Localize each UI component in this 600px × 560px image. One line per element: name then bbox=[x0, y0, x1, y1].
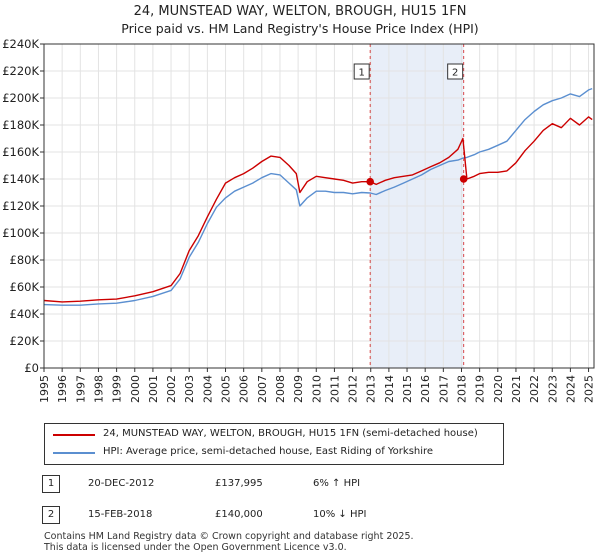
x-tick-label: 2012 bbox=[347, 375, 360, 403]
x-tick-label: 2022 bbox=[528, 375, 541, 403]
x-tick-label: 2024 bbox=[564, 375, 577, 403]
x-tick-label: 2006 bbox=[238, 375, 251, 403]
x-tick-label: 1997 bbox=[74, 375, 87, 403]
transaction-number: 2 bbox=[42, 506, 60, 524]
transaction-hpi-change: 10% ↓ HPI bbox=[313, 509, 367, 520]
x-tick-label: 2019 bbox=[474, 375, 487, 403]
price-chart: 1995 1996 1997 1998 1999 2000 2001 2002 2003 2004… bbox=[2, 37, 596, 403]
x-tick-label: 2010 bbox=[310, 375, 323, 403]
x-tick-label: 2014 bbox=[383, 375, 396, 403]
x-tick-label: 1996 bbox=[56, 375, 69, 403]
x-tick-label: 2023 bbox=[546, 375, 559, 403]
footer: Contains HM Land Registry data © Crown c… bbox=[44, 531, 414, 553]
annotation-box bbox=[447, 63, 464, 80]
legend: 24, MUNSTEAD WAY, WELTON, BROUGH, HU15 1… bbox=[44, 423, 504, 465]
transaction-date: 15-FEB-2018 bbox=[88, 509, 153, 520]
legend-item-property: 24, MUNSTEAD WAY, WELTON, BROUGH, HU15 1… bbox=[45, 426, 503, 444]
y-tick-label: £40K bbox=[10, 307, 40, 321]
y-tick-label: £220K bbox=[2, 64, 39, 78]
series-line-property bbox=[43, 116, 593, 303]
plot-frame bbox=[43, 43, 595, 369]
y-tick-label: £120K bbox=[2, 199, 39, 213]
footer-line-copyright: Contains HM Land Registry data © Crown c… bbox=[44, 531, 414, 542]
x-tick-label: 2005 bbox=[220, 375, 233, 403]
annotation-label: 2 bbox=[452, 68, 458, 79]
transaction-row: 2 15-FEB-2018 £140,000 10% ↓ HPI bbox=[20, 506, 580, 526]
y-tick-label: £0 bbox=[24, 361, 39, 375]
x-tick-label: 2001 bbox=[147, 375, 160, 403]
y-tick-label: £200K bbox=[2, 91, 39, 105]
y-tick-label: £160K bbox=[2, 145, 39, 159]
y-tick-label: £60K bbox=[10, 280, 40, 294]
annotation-box bbox=[353, 63, 370, 80]
y-tick-label: £100K bbox=[2, 226, 39, 240]
legend-label-property: 24, MUNSTEAD WAY, WELTON, BROUGH, HU15 1… bbox=[103, 428, 478, 439]
x-tick-label: 2003 bbox=[183, 375, 196, 403]
chart-title: 24, MUNSTEAD WAY, WELTON, BROUGH, HU15 1… bbox=[133, 4, 467, 19]
x-tick-label: 1995 bbox=[38, 375, 51, 403]
x-tick-label: 2008 bbox=[274, 375, 287, 403]
x-tick-label: 2020 bbox=[492, 375, 505, 403]
x-tick-label: 2007 bbox=[256, 375, 269, 403]
transaction-date: 20-DEC-2012 bbox=[88, 478, 155, 489]
x-tick-label: 2004 bbox=[201, 375, 214, 403]
x-tick-label: 2025 bbox=[583, 375, 596, 403]
x-tick-label: 2015 bbox=[401, 375, 414, 403]
legend-swatch-hpi bbox=[53, 452, 95, 454]
y-tick-label: £80K bbox=[10, 253, 40, 267]
y-tick-label: £140K bbox=[2, 172, 39, 186]
sale-point bbox=[459, 175, 468, 183]
chart-subtitle: Price paid vs. HM Land Registry's House … bbox=[121, 21, 479, 36]
transaction-row: 1 20-DEC-2012 £137,995 6% ↑ HPI bbox=[20, 475, 580, 495]
annotation-label: 1 bbox=[359, 68, 365, 79]
transaction-number: 1 bbox=[42, 475, 60, 493]
x-tick-label: 1999 bbox=[111, 375, 124, 403]
y-tick-label: £240K bbox=[2, 37, 39, 51]
x-tick-label: 2018 bbox=[455, 375, 468, 403]
y-tick-label: £20K bbox=[10, 334, 40, 348]
sale-point bbox=[366, 177, 374, 186]
series-line-hpi bbox=[43, 87, 593, 306]
transaction-hpi-change: 6% ↑ HPI bbox=[313, 478, 361, 489]
transaction-price: £137,995 bbox=[215, 478, 263, 489]
legend-swatch-property bbox=[53, 434, 95, 436]
y-tick-label: £180K bbox=[2, 118, 39, 132]
x-tick-label: 2017 bbox=[437, 375, 450, 403]
transaction-price: £140,000 bbox=[215, 509, 263, 520]
x-tick-label: 2011 bbox=[328, 375, 341, 403]
x-tick-label: 2002 bbox=[165, 375, 178, 403]
x-tick-label: 2016 bbox=[419, 375, 432, 403]
x-tick-label: 1998 bbox=[92, 375, 105, 403]
x-tick-label: 2021 bbox=[510, 375, 523, 403]
legend-label-hpi: HPI: Average price, semi-detached house,… bbox=[103, 446, 434, 457]
x-tick-label: 2013 bbox=[365, 375, 378, 403]
legend-item-hpi: HPI: Average price, semi-detached house,… bbox=[45, 444, 503, 462]
footer-line-licence: This data is licensed under the Open Gov… bbox=[44, 542, 347, 553]
x-tick-label: 2009 bbox=[292, 375, 305, 403]
x-tick-label: 2000 bbox=[129, 375, 142, 403]
